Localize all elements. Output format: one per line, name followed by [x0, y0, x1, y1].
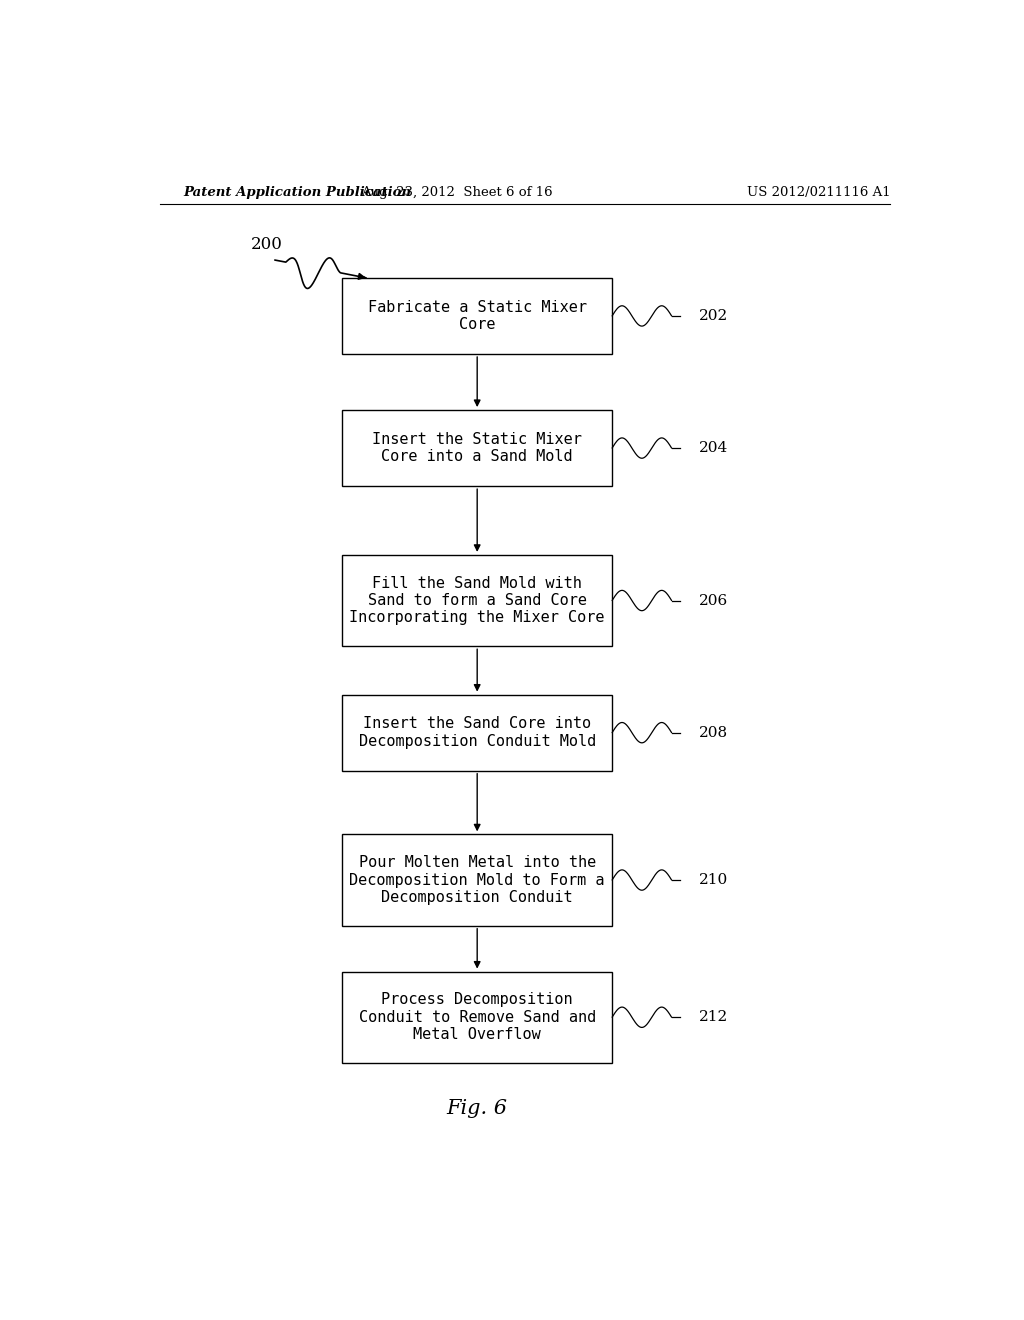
Text: Insert the Sand Core into
Decomposition Conduit Mold: Insert the Sand Core into Decomposition … — [358, 717, 596, 748]
Bar — [342, 411, 612, 486]
Bar — [342, 972, 612, 1063]
Bar — [342, 277, 612, 354]
Text: Patent Application Publication: Patent Application Publication — [183, 186, 412, 199]
Text: Insert the Static Mixer
Core into a Sand Mold: Insert the Static Mixer Core into a Sand… — [373, 432, 582, 465]
Bar — [342, 554, 612, 647]
Text: 200: 200 — [251, 236, 283, 253]
Bar — [342, 694, 612, 771]
Text: 204: 204 — [699, 441, 729, 455]
Text: Fill the Sand Mold with
Sand to form a Sand Core
Incorporating the Mixer Core: Fill the Sand Mold with Sand to form a S… — [349, 576, 605, 626]
Text: 202: 202 — [699, 309, 729, 323]
Text: Process Decomposition
Conduit to Remove Sand and
Metal Overflow: Process Decomposition Conduit to Remove … — [358, 993, 596, 1043]
Text: 212: 212 — [699, 1010, 729, 1024]
Text: Fabricate a Static Mixer
Core: Fabricate a Static Mixer Core — [368, 300, 587, 333]
Text: 208: 208 — [699, 726, 728, 739]
Text: 210: 210 — [699, 873, 729, 887]
Text: Fig. 6: Fig. 6 — [446, 1100, 508, 1118]
Bar — [342, 834, 612, 925]
Text: Aug. 23, 2012  Sheet 6 of 16: Aug. 23, 2012 Sheet 6 of 16 — [361, 186, 553, 199]
Text: US 2012/0211116 A1: US 2012/0211116 A1 — [746, 186, 890, 199]
Text: 206: 206 — [699, 594, 729, 607]
Text: Pour Molten Metal into the
Decomposition Mold to Form a
Decomposition Conduit: Pour Molten Metal into the Decomposition… — [349, 855, 605, 906]
